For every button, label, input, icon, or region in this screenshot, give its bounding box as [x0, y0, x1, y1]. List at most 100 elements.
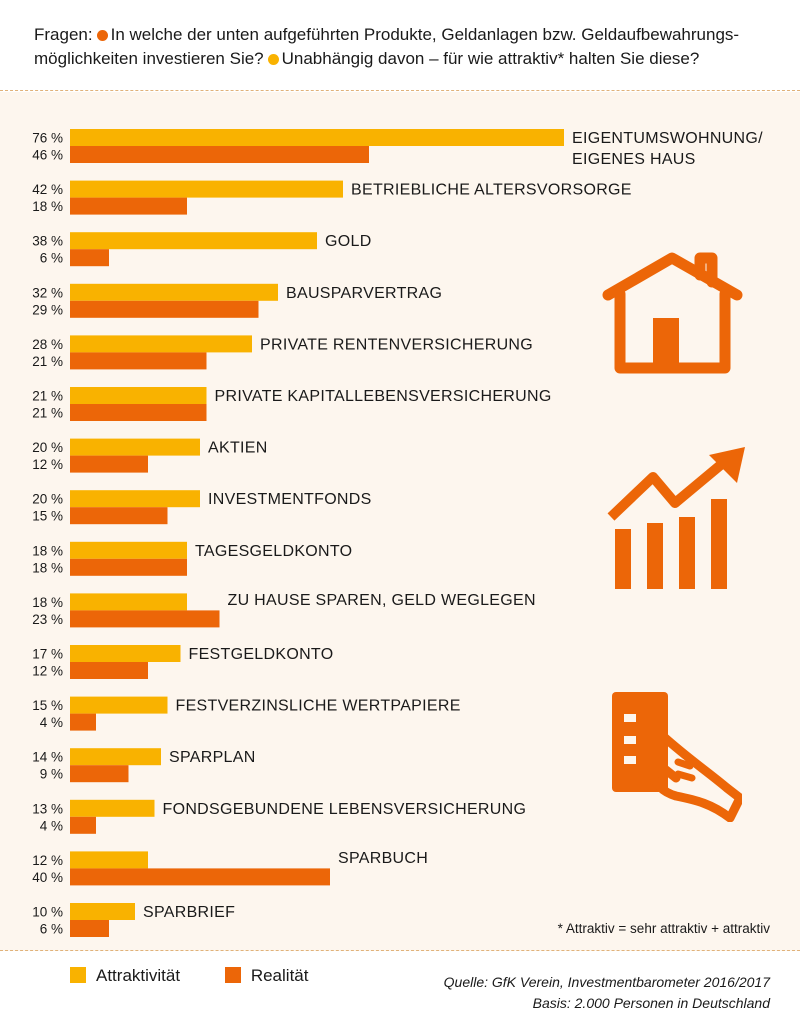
category-label: EIGENTUMSWOHNUNG/: [572, 130, 763, 147]
category-label: ZU HAUSE SPAREN, GELD WEGLEGEN: [228, 592, 536, 609]
category-label: EIGENES HAUS: [572, 151, 696, 168]
bar-realitaet: [70, 610, 220, 628]
bar-attraktivitaet: [70, 541, 187, 559]
bar-attraktivitaet: [70, 645, 181, 662]
source-line-1: Quelle: GfK Verein, Investmentbarometer …: [443, 974, 770, 990]
footnote: * Attraktiv = sehr attraktiv + attraktiv: [557, 921, 770, 936]
value-label-realitaet: 4 %: [40, 818, 63, 833]
bar-attraktivitaet: [70, 799, 155, 817]
value-label-attraktivitaet: 42 %: [32, 182, 63, 197]
value-label-realitaet: 4 %: [40, 715, 63, 730]
source: Quelle: GfK Verein, Investmentbarometer …: [444, 972, 770, 1014]
value-label-realitaet: 18 %: [32, 560, 63, 575]
bar-realitaet: [70, 352, 207, 370]
bar-attraktivitaet: [70, 180, 343, 198]
category-label: SPARPLAN: [169, 749, 256, 766]
bar-realitaet: [70, 455, 148, 473]
value-label-attraktivitaet: 13 %: [32, 801, 63, 816]
bar-realitaet: [70, 868, 330, 886]
bar-attraktivitaet: [70, 283, 278, 301]
bar-attraktivitaet: [70, 129, 564, 146]
category-label: TAGESGELDKONTO: [195, 543, 352, 560]
value-label-realitaet: 23 %: [32, 612, 63, 627]
legend-item-realitaet: Realität: [224, 966, 309, 986]
growth-chart-icon: [607, 447, 745, 589]
category-label: SPARBRIEF: [143, 904, 235, 921]
category-label: BETRIEBLICHE ALTERSVORSORGE: [351, 182, 632, 199]
legend-swatch-realitaet: [224, 967, 241, 983]
category-label: GOLD: [325, 233, 372, 250]
question-header: Fragen: In welche der unten aufgeführten …: [0, 0, 800, 91]
bar-realitaet: [70, 662, 148, 679]
value-label-attraktivitaet: 32 %: [32, 285, 63, 300]
chart-area: 76 % 46 % EIGENTUMSWOHNUNG/EIGENES HAUS 42 …: [0, 92, 800, 951]
question-realitaet-text-2: möglichkeiten investieren Sie?: [34, 49, 264, 68]
value-label-attraktivitaet: 38 %: [32, 234, 63, 249]
bar-attraktivitaet: [70, 490, 200, 508]
value-label-attraktivitaet: 20 %: [32, 492, 63, 507]
value-label-attraktivitaet: 20 %: [32, 440, 63, 455]
value-label-realitaet: 9 %: [40, 767, 63, 782]
bar-realitaet: [70, 300, 259, 318]
value-label-attraktivitaet: 18 %: [32, 543, 63, 558]
value-label-realitaet: 15 %: [32, 509, 63, 524]
legend-item-attraktivitaet: Attraktivität: [70, 966, 180, 986]
value-label-attraktivitaet: 28 %: [32, 337, 63, 352]
bar-attraktivitaet: [70, 903, 135, 920]
bar-attraktivitaet: [70, 696, 168, 714]
house-icon: [602, 252, 743, 374]
bar-attraktivitaet: [70, 851, 148, 869]
value-label-attraktivitaet: 10 %: [32, 905, 63, 920]
value-label-realitaet: 21 %: [32, 354, 63, 369]
bar-attraktivitaet: [70, 438, 200, 456]
question-attraktivitaet-text: Unabhängig davon – für wie attraktiv* ha…: [281, 49, 700, 68]
bar-attraktivitaet: [70, 748, 161, 766]
category-label: FESTGELDKONTO: [189, 646, 334, 663]
bar-attraktivitaet: [70, 593, 187, 611]
bar-realitaet: [70, 197, 187, 215]
category-label: AKTIEN: [208, 440, 268, 457]
bar-realitaet: [70, 765, 129, 783]
value-label-attraktivitaet: 12 %: [32, 853, 63, 868]
value-label-realitaet: 18 %: [32, 199, 63, 214]
value-label-attraktivitaet: 18 %: [32, 595, 63, 610]
value-label-realitaet: 6 %: [40, 251, 63, 266]
value-label-realitaet: 21 %: [32, 406, 63, 421]
category-label: SPARBUCH: [338, 850, 428, 867]
bar-attraktivitaet: [70, 335, 252, 353]
bar-realitaet: [70, 507, 168, 525]
legend: Attraktivität Realität: [70, 966, 348, 986]
bar-realitaet: [70, 558, 187, 576]
value-label-realitaet: 12 %: [32, 664, 63, 679]
question-line-1: Fragen: In welche der unten aufgeführten …: [34, 24, 739, 46]
bar-realitaet: [70, 249, 109, 267]
bar-realitaet: [70, 816, 96, 834]
legend-swatch-attraktivitaet: [70, 967, 86, 983]
bar-realitaet: [70, 404, 207, 421]
source-line-2: Basis: 2.000 Personen in Deutschland: [532, 995, 770, 1011]
realitaet-dot: [96, 29, 108, 41]
bar-chart: 76 % 46 % EIGENTUMSWOHNUNG/EIGENES HAUS 42 …: [32, 129, 763, 937]
value-label-attraktivitaet: 15 %: [32, 698, 63, 713]
legend-label-attraktivitaet: Attraktivität: [96, 966, 181, 985]
bar-attraktivitaet: [70, 387, 207, 404]
attraktivitaet-dot: [267, 53, 279, 65]
bar-realitaet: [70, 146, 369, 163]
category-label: PRIVATE KAPITALLEBENSVERSICHERUNG: [215, 388, 552, 405]
category-label: FONDSGEBUNDENE LEBENSVERSICHERUNG: [163, 801, 527, 818]
value-label-attraktivitaet: 14 %: [32, 750, 63, 765]
question-line-2: möglichkeiten investieren Sie? Unabhängig…: [34, 48, 699, 70]
value-label-realitaet: 12 %: [32, 457, 63, 472]
value-label-attraktivitaet: 21 %: [32, 389, 63, 404]
legend-label-realitaet: Realität: [250, 966, 309, 985]
question-realitaet-text-1: In welche der unten aufgeführten Produkt…: [110, 25, 740, 44]
value-label-realitaet: 40 %: [32, 870, 63, 885]
category-label: INVESTMENTFONDS: [208, 491, 372, 508]
bar-realitaet: [70, 920, 109, 937]
card-in-hand-icon: [612, 692, 742, 822]
question-prefix: Fragen:: [34, 25, 93, 44]
category-label: PRIVATE RENTENVERSICHERUNG: [260, 336, 533, 353]
value-label-realitaet: 46 %: [32, 148, 63, 163]
value-label-attraktivitaet: 76 %: [32, 131, 63, 146]
value-label-realitaet: 29 %: [32, 302, 63, 317]
